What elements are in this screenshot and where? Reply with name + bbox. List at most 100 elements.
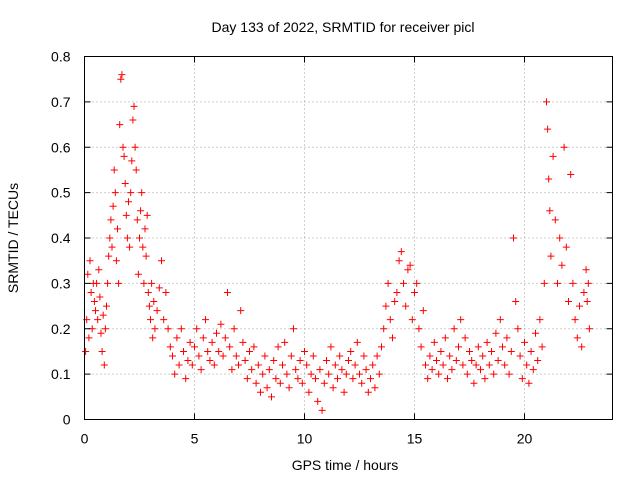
data-point <box>551 216 559 224</box>
data-point <box>468 357 476 365</box>
data-point <box>131 143 139 151</box>
data-point <box>472 361 480 369</box>
data-point <box>474 343 482 351</box>
data-point <box>558 261 566 269</box>
data-point <box>521 338 528 346</box>
data-point <box>287 352 295 360</box>
data-point <box>265 366 273 374</box>
y-tick-label: 0.3 <box>51 275 71 291</box>
data-point <box>336 352 344 360</box>
data-point <box>150 298 158 306</box>
data-point <box>549 152 557 160</box>
data-point <box>294 375 302 383</box>
data-point <box>391 298 399 306</box>
data-point <box>136 234 143 242</box>
data-point <box>268 393 275 401</box>
data-point <box>148 279 156 287</box>
data-point <box>585 325 593 333</box>
data-point <box>470 379 478 387</box>
data-point <box>554 279 561 287</box>
data-point <box>115 279 123 287</box>
data-point <box>147 316 154 324</box>
data-point <box>285 384 293 392</box>
data-point <box>166 343 174 351</box>
data-point <box>123 234 131 242</box>
data-point <box>510 234 517 242</box>
data-point <box>582 266 590 274</box>
data-point <box>461 334 469 342</box>
data-point <box>101 325 109 333</box>
data-point <box>496 316 504 324</box>
data-point <box>408 316 416 324</box>
data-point <box>426 352 434 360</box>
data-point <box>419 307 427 315</box>
y-tick-label: 0.8 <box>51 49 71 65</box>
data-point <box>424 375 432 383</box>
data-point <box>202 316 209 324</box>
data-point <box>246 347 253 355</box>
data-point <box>217 320 225 328</box>
data-point <box>130 102 138 110</box>
data-point <box>281 338 289 346</box>
data-point <box>356 370 363 378</box>
data-point <box>137 207 145 215</box>
x-tick-label: 20 <box>517 431 533 447</box>
data-point <box>224 288 231 296</box>
data-point <box>199 334 207 342</box>
data-point <box>276 379 284 387</box>
data-point <box>580 288 588 296</box>
data-point <box>455 343 462 351</box>
y-tick-label: 0.6 <box>51 139 71 155</box>
data-point <box>360 352 368 360</box>
chart-title: Day 133 of 2022, SRMTID for receiver pic… <box>212 19 475 35</box>
data-point <box>232 352 240 360</box>
grid <box>84 56 613 420</box>
data-point <box>243 375 251 383</box>
data-point <box>397 248 405 256</box>
data-point <box>85 334 93 342</box>
data-point <box>119 143 127 151</box>
data-point <box>279 361 286 369</box>
data-point <box>226 343 234 351</box>
data-point <box>501 361 509 369</box>
y-tick-label: 0.1 <box>51 366 71 382</box>
data-point <box>118 71 126 79</box>
data-point <box>263 384 271 392</box>
y-tick-label: 0.7 <box>51 94 71 110</box>
data-point <box>108 243 116 251</box>
data-point <box>95 266 103 274</box>
axis-ticks: 0 0.1 0.2 0.3 0.4 0.5 0.6 0.7 0.8 0 5 10 15 20 <box>51 49 613 447</box>
data-point <box>523 361 531 369</box>
data-point <box>393 288 401 296</box>
data-point <box>428 366 436 374</box>
data-point <box>171 370 179 378</box>
data-point <box>331 361 339 369</box>
data-point <box>479 352 487 360</box>
data-point <box>127 189 135 197</box>
data-point <box>345 357 352 365</box>
data-point <box>485 361 493 369</box>
data-point <box>459 361 467 369</box>
data-point <box>505 370 513 378</box>
data-point <box>446 352 454 360</box>
data-point <box>373 352 381 360</box>
data-point <box>145 302 153 310</box>
data-point <box>477 366 484 374</box>
data-point <box>177 325 185 333</box>
data-point <box>556 234 564 242</box>
data-point <box>334 375 341 383</box>
y-tick-label: 0.2 <box>51 321 71 337</box>
data-point <box>481 375 489 383</box>
data-point <box>386 316 394 324</box>
data-point <box>138 189 146 197</box>
data-point <box>116 121 124 129</box>
data-point <box>538 343 546 351</box>
data-point <box>312 375 319 383</box>
data-point <box>90 298 98 306</box>
data-point <box>483 338 491 346</box>
data-point <box>562 243 570 251</box>
data-point <box>382 302 390 310</box>
data-point <box>417 343 425 351</box>
data-point <box>193 325 201 333</box>
data-point <box>197 366 205 374</box>
